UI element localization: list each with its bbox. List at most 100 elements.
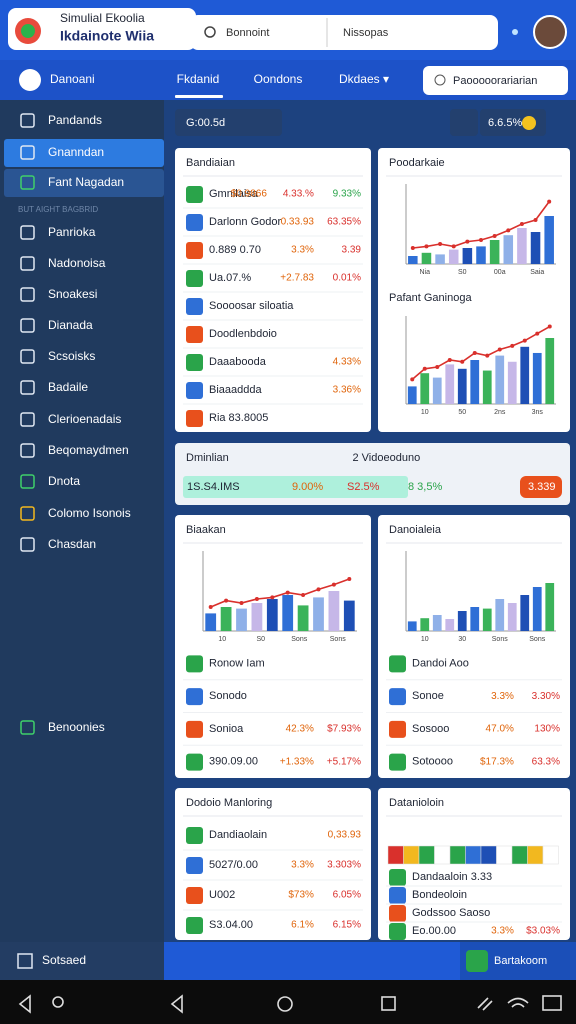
search-icon xyxy=(204,26,216,38)
sidebar-item[interactable]: Fant Nagadan xyxy=(48,175,124,189)
logo-title: Simulial Ekoolia xyxy=(60,11,145,25)
menu-dot[interactable] xyxy=(512,29,518,35)
banner-value: S2.5% xyxy=(347,481,380,493)
sidebar-item[interactable]: Nadonoisa xyxy=(48,256,106,270)
search-box[interactable] xyxy=(190,15,498,50)
row-cell: Godssoo Saoso xyxy=(412,907,490,919)
sidebar-item[interactable]: Snoakesi xyxy=(48,287,97,301)
row-icon xyxy=(186,410,203,427)
sidebar-item[interactable]: Panrioka xyxy=(48,225,96,239)
sidebar-item[interactable]: Beqomaydmen xyxy=(48,443,129,457)
sidebar-item[interactable]: Dianada xyxy=(48,318,93,332)
toolbar-icon[interactable] xyxy=(450,109,478,136)
sidebar-icon xyxy=(20,443,35,458)
chart-bar xyxy=(470,360,480,404)
row-cell: $3.03% xyxy=(526,926,560,937)
chart-bar xyxy=(532,352,542,404)
nav-button[interactable] xyxy=(423,66,568,95)
chart-point xyxy=(547,324,552,329)
toolbar-left-label: G:00.5d xyxy=(186,117,225,129)
card-title: Dodoio Manloring xyxy=(186,797,272,809)
chart-bar xyxy=(448,249,459,264)
card-title: Datanioloin xyxy=(389,797,444,809)
row-icon xyxy=(186,917,203,934)
row-icon xyxy=(186,720,203,738)
sidebar-item[interactable]: Colomo Isonois xyxy=(48,506,131,520)
nav-tab[interactable]: Fkdanid xyxy=(177,72,220,86)
banner-value: 8 3,5% xyxy=(408,481,442,493)
row-cell: 3.39 xyxy=(342,245,362,256)
row-icon xyxy=(389,923,406,940)
row-icon xyxy=(186,887,203,904)
toolbar-coin xyxy=(522,116,536,130)
sidebar-footer-item[interactable]: Benoonies xyxy=(48,720,105,734)
chart-bar xyxy=(495,355,505,404)
row-cell: 42.3% xyxy=(286,724,314,735)
sidebar-item[interactable]: Dnota xyxy=(48,474,80,488)
footer-icon xyxy=(17,953,33,969)
sidebar-item[interactable]: Pandands xyxy=(48,113,102,127)
row-icon xyxy=(186,214,203,231)
row-cell: 6.15% xyxy=(333,920,361,931)
sidebar-item[interactable]: Scsoisks xyxy=(48,349,95,363)
chart-bar xyxy=(532,587,542,631)
row-cell: $0.9866 xyxy=(231,189,268,200)
row-cell: Ua.07.% xyxy=(209,272,251,284)
sidebar-item[interactable]: Gnanndan xyxy=(48,145,104,159)
row-icon xyxy=(186,186,203,203)
chart-x-label: S0 xyxy=(458,269,467,276)
system-nav-bar xyxy=(0,980,576,1024)
chart-point xyxy=(533,218,538,222)
row-cell: S3.04.00 xyxy=(209,919,253,931)
chart-x-label: Sons xyxy=(330,636,346,643)
sidebar-item[interactable]: Chasdan xyxy=(48,537,96,551)
row-cell: 3.36% xyxy=(333,385,361,396)
row-cell: $7.93% xyxy=(327,724,361,735)
row-cell: 5027/0.00 xyxy=(209,859,258,871)
card xyxy=(175,148,371,432)
nav-tab[interactable]: Oondons xyxy=(254,72,303,86)
sidebar-bg xyxy=(0,100,164,942)
chart-x-label: 00a xyxy=(494,269,506,276)
row-icon xyxy=(186,270,203,287)
row-cell: Dandaaloin 3.33 xyxy=(412,871,492,883)
chart-x-label: 10 xyxy=(421,409,429,416)
row-cell: Ria 83.8005 xyxy=(209,412,268,424)
footer-right-label[interactable]: Bartakoom xyxy=(494,955,547,967)
row-cell: Biaaaddda xyxy=(209,384,262,396)
chart-point xyxy=(438,242,443,246)
chart-point xyxy=(435,365,440,370)
chart-bar xyxy=(476,246,486,264)
color-strip xyxy=(418,845,435,865)
search-placeholder: Bonnoint xyxy=(226,27,269,39)
sidebar-icon xyxy=(20,287,35,302)
chart-bar xyxy=(545,583,555,631)
card-title: Bandiaian xyxy=(186,157,235,169)
chart-x-label: 50 xyxy=(458,409,466,416)
row-cell: 3.3% xyxy=(491,926,514,937)
nav-button-label: Paooooorariarian xyxy=(453,75,537,87)
nav-tab[interactable]: Dkdaes ▾ xyxy=(339,72,389,86)
row-cell: 47.0% xyxy=(486,724,514,735)
chart-point xyxy=(347,577,352,581)
sidebar-item[interactable]: Badaile xyxy=(48,380,88,394)
chart-bar xyxy=(457,611,467,631)
chart-bar xyxy=(530,232,541,264)
sidebar-icon xyxy=(20,380,35,395)
row-cell: 9.33% xyxy=(333,189,361,200)
chart-bar xyxy=(313,597,324,631)
sidebar-icon xyxy=(20,720,35,735)
nav-button-icon xyxy=(434,74,446,86)
sidebar-section: BUT AIGHT BAGBRID xyxy=(18,205,98,214)
row-cell: 4.33.% xyxy=(283,189,314,200)
chart-point xyxy=(506,228,511,233)
chart-bar xyxy=(507,603,517,631)
color-strip xyxy=(465,845,482,865)
footer-left-label[interactable]: Sotsaed xyxy=(42,953,86,967)
row-cell: 0.01% xyxy=(333,273,361,284)
chart-bar xyxy=(482,608,492,631)
color-strip xyxy=(527,845,544,865)
user-avatar[interactable] xyxy=(533,15,567,49)
sidebar-item[interactable]: Clerioenadais xyxy=(48,412,121,426)
